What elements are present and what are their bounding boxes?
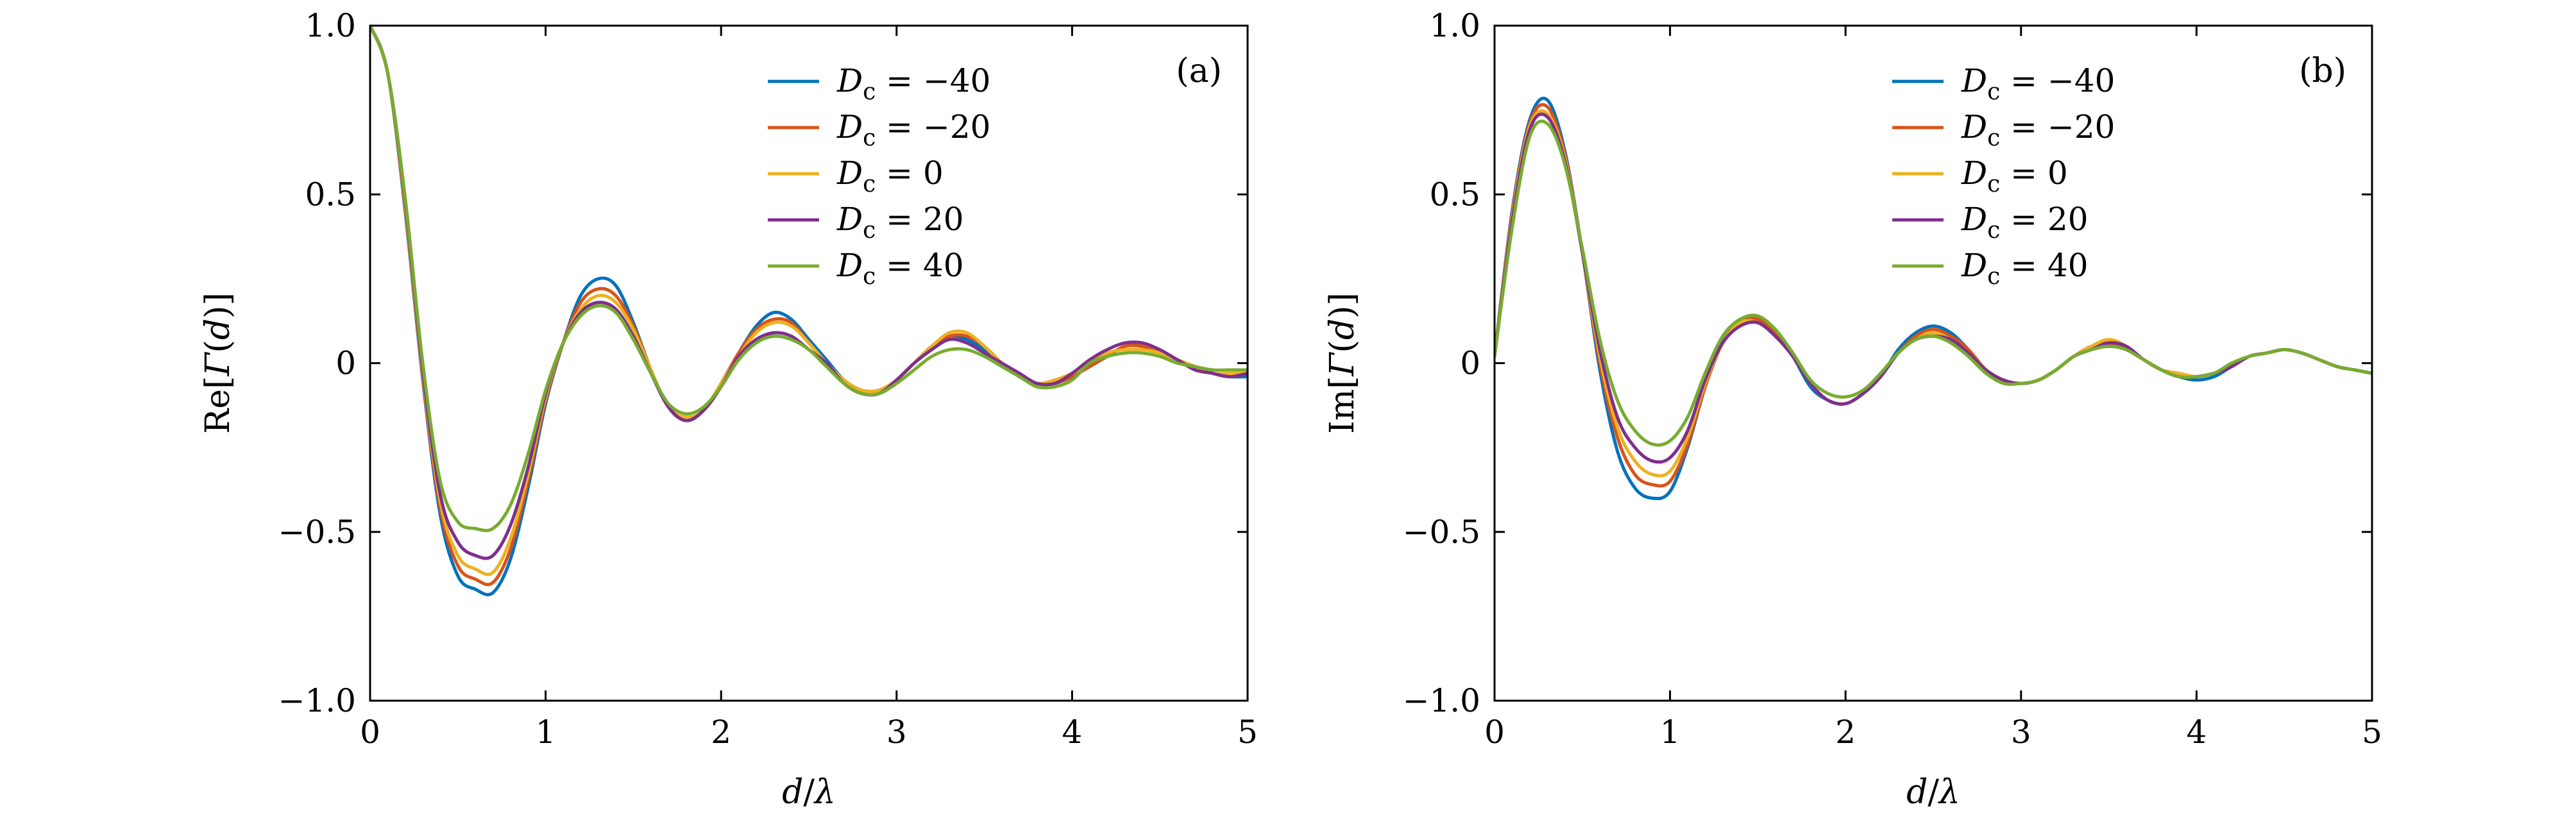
y-tick-label: 1.0 bbox=[1429, 7, 1480, 44]
panel-label: (b) bbox=[2299, 52, 2346, 90]
legend-label: Dc = −40 bbox=[836, 62, 990, 105]
x-axis-label: d/λ bbox=[782, 773, 836, 812]
legend-label: Dc = −40 bbox=[1961, 62, 2115, 105]
y-axis-label: Im[Γ(d)] bbox=[1323, 292, 1362, 433]
x-tick-label: 0 bbox=[360, 714, 380, 751]
legend-label: Dc = 40 bbox=[836, 247, 964, 290]
legend-label: Dc = 0 bbox=[836, 154, 944, 197]
y-axis-label: Re[Γ(d)] bbox=[199, 292, 237, 434]
x-tick-label: 2 bbox=[1835, 714, 1856, 751]
x-tick-label: 3 bbox=[2011, 714, 2031, 751]
series-line-b-1 bbox=[1495, 103, 2372, 488]
series-line-a-0 bbox=[370, 26, 1248, 597]
y-tick-label: 0.5 bbox=[1429, 176, 1480, 213]
x-tick-label: 1 bbox=[1660, 714, 1681, 751]
x-tick-label: 4 bbox=[1062, 714, 1082, 751]
y-tick-label: −0.5 bbox=[278, 513, 356, 551]
y-tick-label: 0 bbox=[335, 345, 356, 382]
series-line-b-0 bbox=[1495, 96, 2372, 501]
series-line-b-4 bbox=[1495, 119, 2372, 447]
legend-label: Dc = −20 bbox=[1961, 108, 2115, 151]
series-line-b-3 bbox=[1495, 112, 2372, 464]
x-tick-label: 5 bbox=[2362, 714, 2382, 751]
panel-label: (a) bbox=[1176, 52, 1222, 90]
x-axis-label: d/λ bbox=[1906, 773, 1960, 812]
series-group bbox=[1495, 96, 2372, 501]
series-line-a-4 bbox=[370, 26, 1248, 533]
x-tick-label: 2 bbox=[711, 714, 731, 751]
series-line-a-2 bbox=[370, 26, 1248, 576]
y-tick-label: 1.0 bbox=[305, 7, 356, 44]
legend-label: Dc = 0 bbox=[1961, 154, 2068, 197]
series-line-a-3 bbox=[370, 26, 1248, 560]
series-line-a-1 bbox=[370, 26, 1248, 587]
y-tick-label: −1.0 bbox=[1403, 682, 1480, 719]
y-tick-label: 0.5 bbox=[305, 176, 356, 213]
x-tick-label: 1 bbox=[536, 714, 556, 751]
legend-label: Dc = 20 bbox=[1961, 201, 2089, 244]
legend-label: Dc = 40 bbox=[1961, 247, 2089, 290]
x-tick-label: 3 bbox=[886, 714, 907, 751]
y-tick-label: −0.5 bbox=[1403, 513, 1480, 551]
legend-label: Dc = −20 bbox=[836, 108, 990, 151]
x-tick-label: 4 bbox=[2186, 714, 2207, 751]
y-tick-label: 0 bbox=[1460, 345, 1480, 382]
x-tick-label: 0 bbox=[1484, 714, 1505, 751]
y-tick-label: −1.0 bbox=[278, 682, 356, 719]
legend-label: Dc = 20 bbox=[836, 201, 964, 244]
x-tick-label: 5 bbox=[1237, 714, 1258, 751]
panel-a: 0 1 2 3 4 5 −1.0 −0.5 0 0.5 1.0 d/λ Re[Γ(d)] (a) Dc = … bbox=[199, 7, 1258, 812]
series-group bbox=[370, 26, 1248, 597]
panel-b: 0 1 2 3 4 5 −1.0 −0.5 0 0.5 1.0 d/λ Im[Γ(d)] (b) Dc = … bbox=[1323, 7, 2382, 812]
